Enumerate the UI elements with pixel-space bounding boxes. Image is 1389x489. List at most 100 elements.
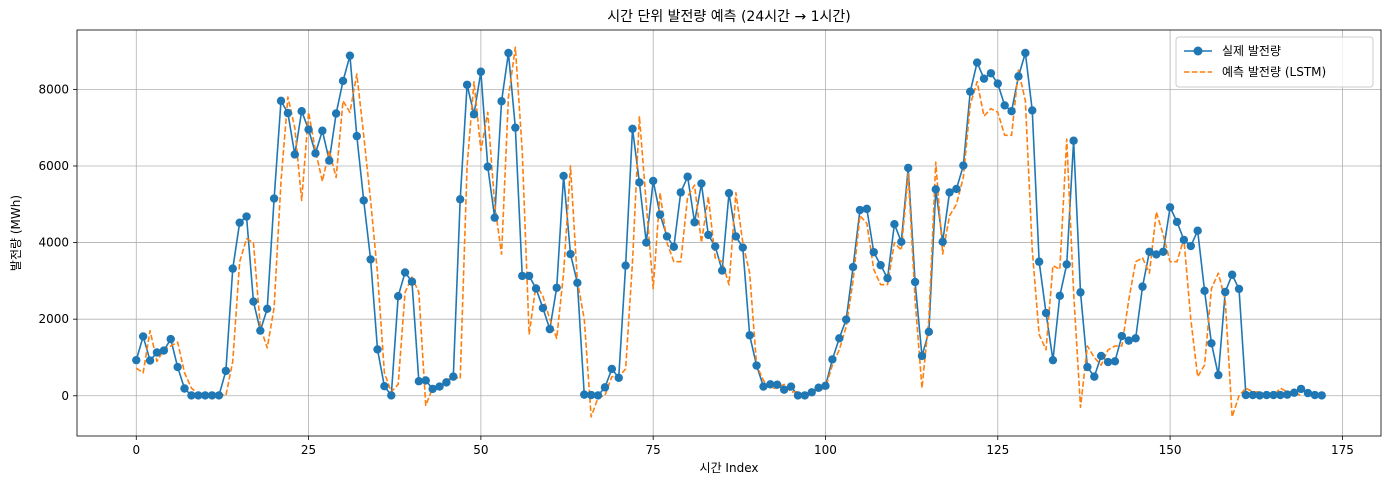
chart-title: 시간 단위 발전량 예측 (24시간 → 1시간)	[607, 9, 851, 25]
series-line-predicted	[135, 46, 1302, 418]
x-tick-label: 125	[986, 443, 1009, 457]
data-point-actual	[152, 348, 162, 357]
data-point-actual	[345, 51, 355, 60]
legend-label-actual: 실제 발전량	[1222, 44, 1281, 58]
data-point-actual	[428, 384, 437, 394]
data-point-actual	[1096, 351, 1106, 361]
y-axis-title: 발전량 (MWh)	[9, 195, 23, 271]
data-point-actual	[269, 194, 279, 203]
data-point-actual	[986, 69, 996, 78]
data-point-actual	[586, 390, 596, 400]
data-point-actual	[759, 382, 768, 391]
y-tick-label: 8000	[38, 82, 69, 96]
data-point-actual	[779, 385, 789, 394]
data-point-actual	[573, 278, 582, 287]
data-point-actual	[1269, 390, 1278, 400]
data-point-actual	[717, 266, 727, 275]
data-point-actual	[1262, 390, 1271, 400]
data-point-actual	[256, 326, 265, 335]
data-point-actual	[552, 283, 561, 292]
data-point-actual	[449, 372, 458, 381]
data-point-actual	[518, 271, 527, 281]
data-point-actual	[380, 382, 389, 391]
data-point-actual	[1131, 334, 1140, 343]
data-point-actual	[373, 345, 382, 354]
data-point-actual	[235, 218, 244, 227]
data-point-actual	[180, 384, 189, 393]
data-point-actual	[642, 238, 651, 247]
data-point-actual	[145, 356, 155, 365]
data-point-actual	[890, 219, 899, 229]
data-point-actual	[249, 297, 258, 306]
data-point-actual	[421, 376, 430, 385]
data-point-actual	[614, 373, 623, 382]
data-point-actual	[655, 210, 665, 219]
data-point-actual	[1117, 331, 1127, 341]
data-point-actual	[593, 391, 603, 400]
data-point-actual	[1255, 391, 1264, 400]
data-point-actual	[1145, 247, 1154, 256]
data-point-actual	[635, 178, 644, 187]
data-point-actual	[1303, 388, 1313, 398]
data-point-actual	[952, 184, 961, 194]
x-tick-label: 100	[814, 443, 837, 457]
data-point-actual	[1289, 388, 1299, 397]
data-point-actual	[1193, 226, 1202, 235]
data-point-actual	[283, 108, 293, 118]
x-tick-label: 50	[473, 443, 488, 457]
data-point-actual	[1283, 390, 1292, 399]
data-point-actual	[1076, 288, 1085, 297]
data-point-actual	[1159, 247, 1168, 256]
y-tick-label: 6000	[38, 159, 69, 173]
ticks: 0 25 50 75 100 125 150 175 0 2000 4000 6000 8000	[38, 82, 1353, 457]
data-point-actual	[807, 388, 816, 397]
data-point-actual	[242, 212, 251, 221]
data-point-actual	[194, 391, 203, 400]
data-point-actual	[697, 179, 706, 188]
x-axis-title: 시간 Index	[700, 461, 759, 475]
data-point-actual	[318, 126, 327, 135]
data-point-actual	[1069, 136, 1078, 145]
data-point-actual	[476, 67, 486, 76]
data-point-actual	[1110, 357, 1120, 366]
data-point-actual	[972, 58, 982, 67]
data-point-actual	[766, 380, 775, 389]
data-point-actual	[159, 346, 169, 355]
data-point-actual	[731, 232, 741, 241]
data-point-actual	[297, 107, 306, 116]
data-point-actual	[352, 131, 362, 141]
data-point-actual	[931, 185, 940, 194]
data-point-actual	[325, 156, 334, 165]
data-point-actual	[187, 391, 196, 400]
data-point-actual	[456, 195, 465, 204]
data-point-actual	[1234, 284, 1244, 294]
data-point-actual	[738, 243, 747, 252]
data-point-actual	[200, 391, 210, 400]
data-point-actual	[504, 48, 513, 58]
data-point-actual	[276, 96, 286, 106]
data-point-actual	[1034, 257, 1044, 266]
data-point-actual	[800, 391, 810, 400]
data-point-actual	[1179, 235, 1189, 245]
data-point-actual	[628, 124, 637, 134]
data-point-actual	[366, 255, 375, 264]
x-tick-label: 0	[132, 443, 140, 457]
data-point-actual	[545, 324, 554, 334]
data-point-actual	[263, 304, 272, 314]
data-point-actual	[1241, 390, 1251, 400]
data-point-actual	[1317, 391, 1326, 400]
legend-label-predicted: 예측 발전량 (LSTM)	[1222, 65, 1326, 79]
legend: 실제 발전량 예측 발전량 (LSTM)	[1175, 36, 1374, 88]
data-point-actual	[1041, 308, 1051, 318]
data-point-actual	[910, 277, 920, 287]
data-point-actual	[490, 213, 499, 222]
x-tick-label: 175	[1331, 443, 1354, 457]
data-point-actual	[1028, 106, 1037, 115]
data-point-actual	[338, 76, 348, 86]
data-point-actual	[993, 79, 1002, 88]
y-tick-label: 4000	[38, 236, 69, 250]
plot-frame	[76, 29, 1382, 437]
data-point-actual	[173, 362, 182, 372]
